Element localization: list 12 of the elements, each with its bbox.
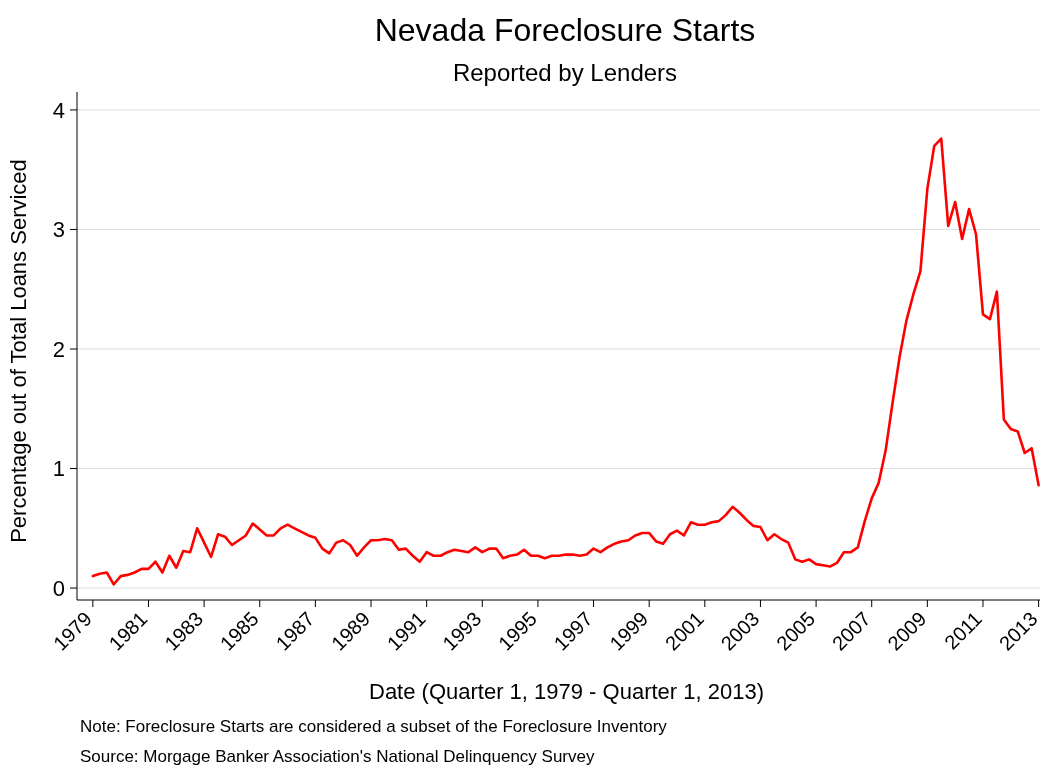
source-note: Source: Morgage Banker Association's National Delinquency Survey	[80, 747, 595, 766]
y-tick-label: 4	[52, 97, 65, 123]
chart-title: Nevada Foreclosure Starts	[374, 12, 756, 48]
y-tick-label: 3	[52, 217, 65, 243]
chart-subtitle: Reported by Lenders	[452, 59, 678, 86]
y-tick-label: 0	[52, 575, 65, 601]
y-tick-label: 2	[52, 336, 65, 362]
y-axis-title: Percentage out of Total Loans Serviced	[6, 159, 31, 543]
line-series	[91, 137, 1040, 586]
text: Note: Foreclosure Starts are considered a subset of the Foreclosure Inventory	[80, 717, 668, 736]
y-tick-label: 1	[52, 456, 65, 482]
x-axis-title: Date (Quarter 1, 1979 - Quarter 1, 2013)	[369, 679, 764, 704]
